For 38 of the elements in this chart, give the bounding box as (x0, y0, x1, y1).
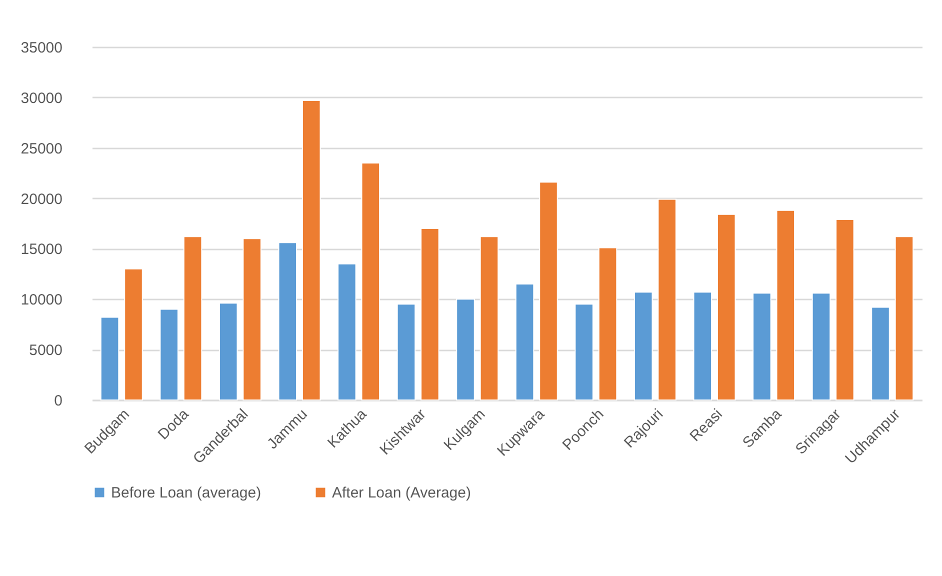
y-tick-label: 30000 (20, 90, 62, 107)
bar (338, 263, 356, 400)
bar (242, 238, 262, 400)
bar (124, 268, 143, 400)
bar (812, 292, 831, 400)
bar (871, 306, 890, 400)
bar (539, 182, 558, 400)
y-tick-label: 10000 (20, 292, 62, 309)
bar (836, 218, 854, 400)
bar (302, 100, 321, 400)
legend-label: Before Loan (average) (111, 484, 262, 502)
bar (160, 308, 178, 400)
bar (396, 304, 416, 400)
bar (598, 247, 618, 400)
bar (361, 162, 380, 400)
bar (278, 242, 298, 400)
y-tick-label: 20000 (20, 190, 62, 208)
bar (693, 292, 712, 400)
bar (515, 284, 534, 400)
bar (658, 198, 676, 400)
bar (894, 236, 914, 400)
bar (456, 298, 475, 400)
y-tick-label: 5000 (29, 342, 62, 360)
y-tick-label: 0 (54, 392, 62, 410)
legend-label: After Loan (Average) (332, 484, 471, 502)
bar (183, 236, 202, 400)
bar (100, 316, 120, 400)
bar (218, 302, 238, 400)
bar (634, 292, 653, 400)
bar (480, 236, 499, 400)
bar (574, 304, 594, 400)
bar (776, 210, 796, 400)
y-tick-label: 15000 (20, 241, 62, 258)
bar (752, 292, 772, 400)
bar (716, 214, 736, 400)
y-tick-label: 25000 (20, 140, 62, 158)
y-tick-label: 35000 (20, 40, 62, 56)
bar (420, 228, 440, 400)
